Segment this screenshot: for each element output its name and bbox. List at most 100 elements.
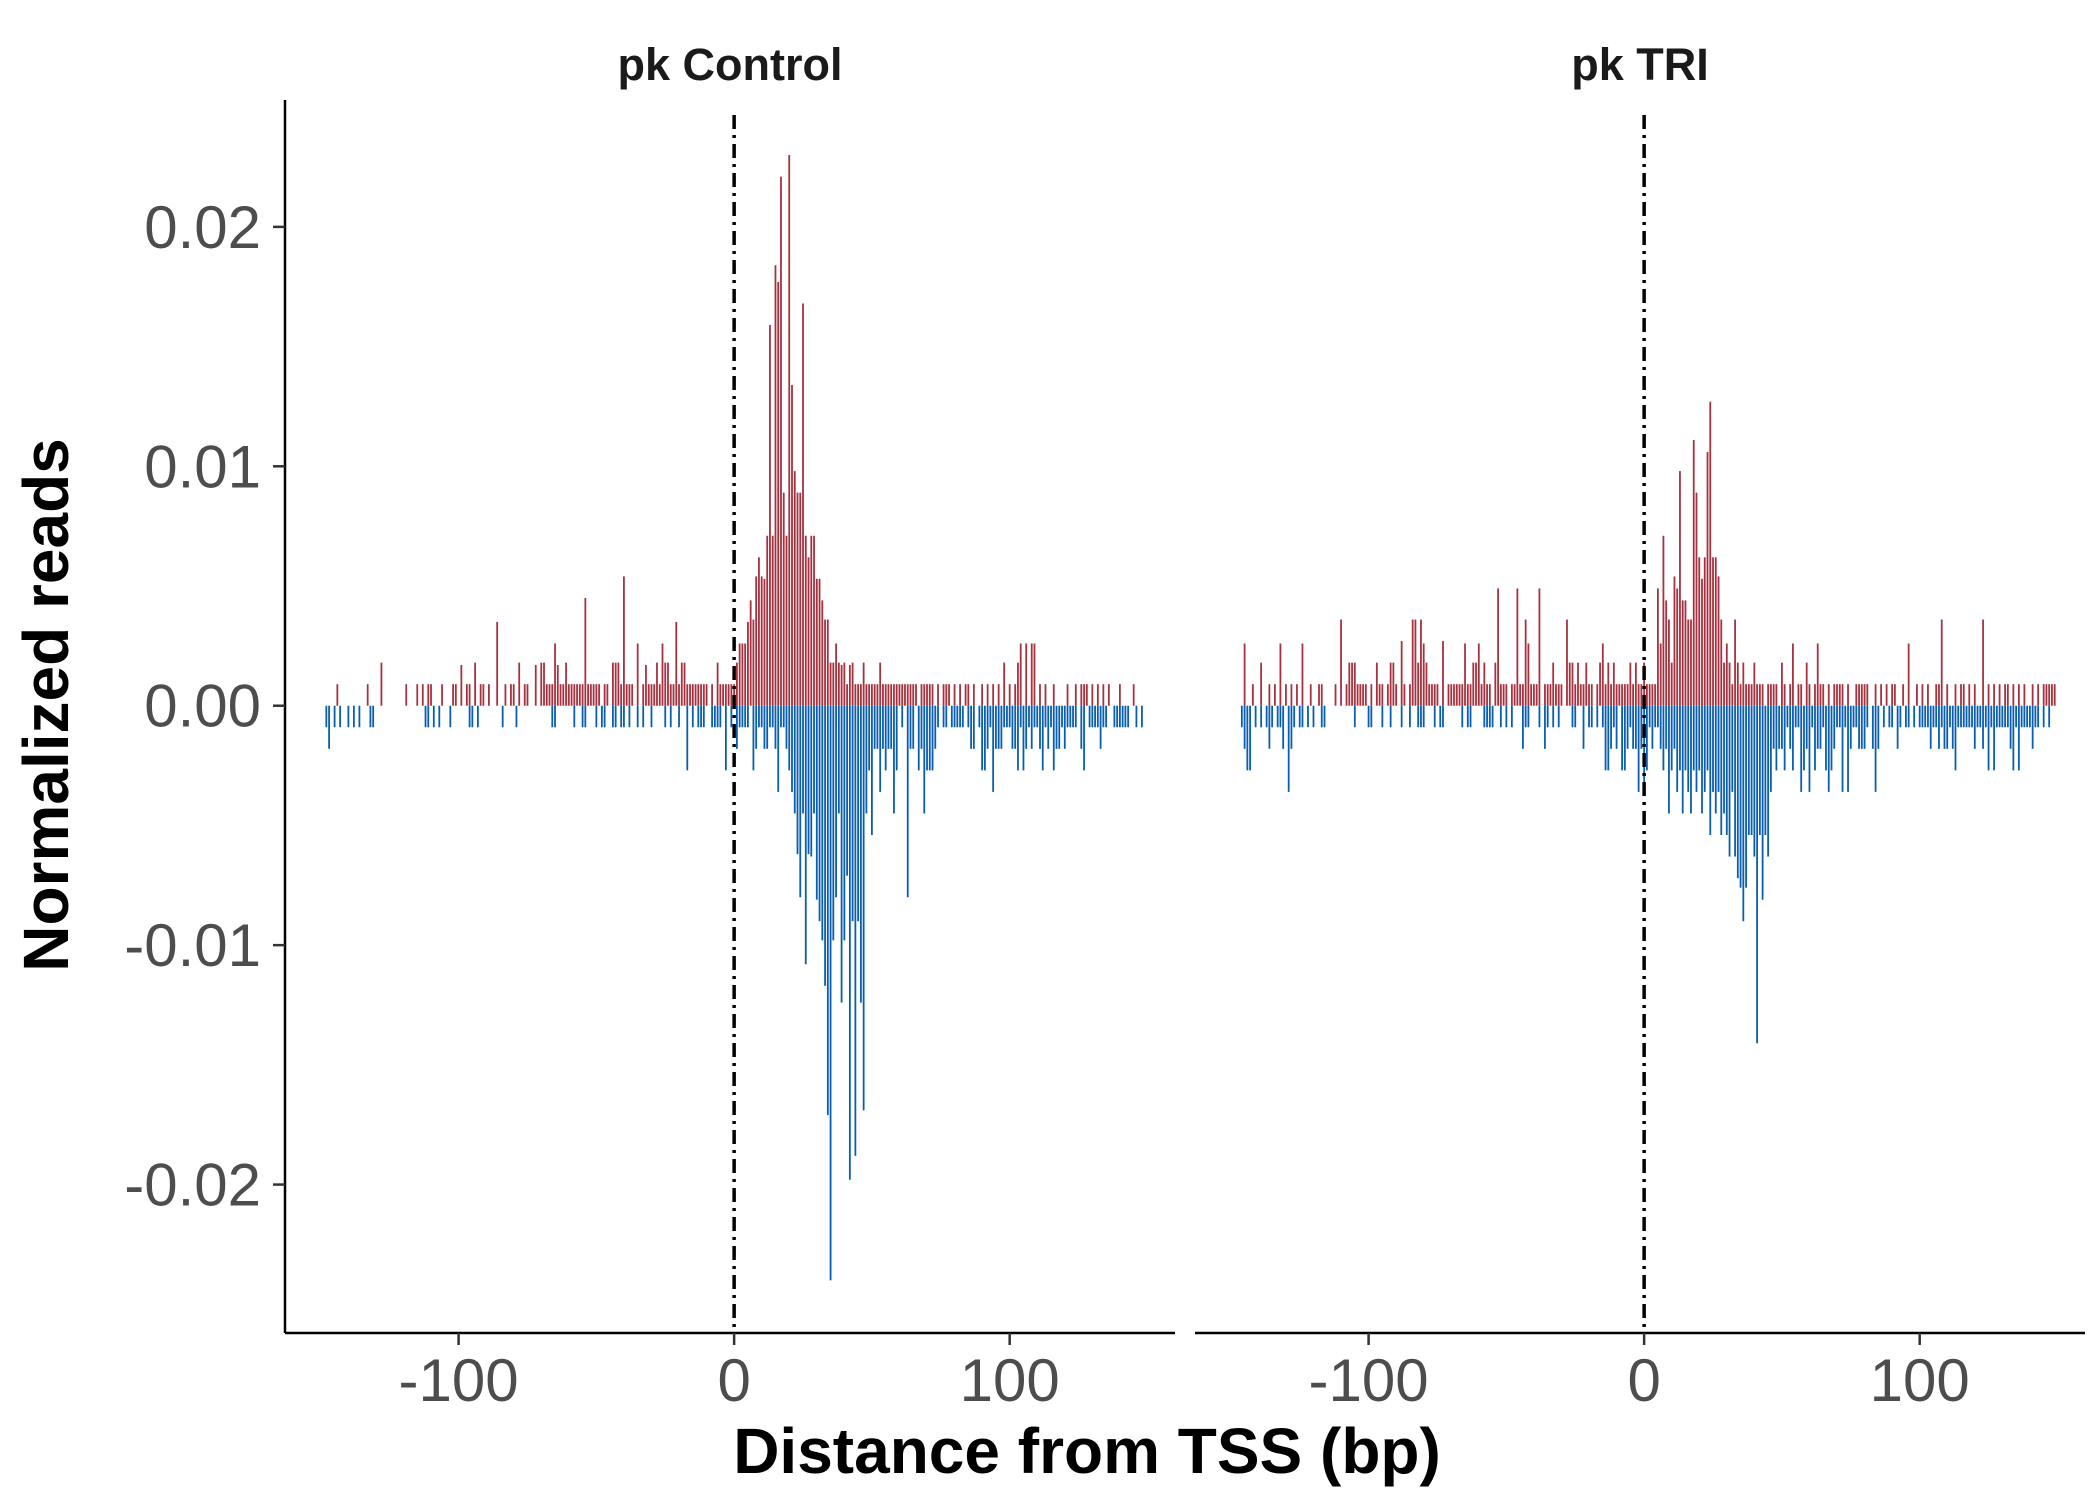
- bar-negative: [1706, 705, 1709, 771]
- bar-positive: [906, 684, 909, 706]
- bar-positive: [1599, 662, 1601, 706]
- bar-negative: [1645, 705, 1648, 771]
- bar-negative: [793, 705, 796, 814]
- bar-positive: [1841, 684, 1844, 706]
- bar-negative: [994, 705, 997, 749]
- bar-negative: [1626, 705, 1629, 749]
- bar-positive: [1588, 684, 1590, 706]
- bar-positive: [1769, 684, 1772, 706]
- bar-negative: [2031, 705, 2034, 749]
- bar-positive: [336, 684, 339, 706]
- bar-positive: [595, 684, 598, 706]
- bar-positive: [1431, 684, 1433, 706]
- bar-negative: [1422, 705, 1425, 728]
- bar-negative: [1538, 705, 1541, 728]
- bar-negative: [876, 705, 879, 749]
- bar-negative: [1712, 705, 1714, 792]
- bar-positive: [1458, 684, 1461, 706]
- bar-negative: [1063, 705, 1066, 749]
- bar-positive: [1318, 684, 1320, 706]
- bar-positive: [1516, 588, 1519, 706]
- bar-positive: [1014, 684, 1017, 706]
- bar-negative: [851, 705, 854, 922]
- bar-negative: [1276, 705, 1279, 728]
- bar-positive: [807, 557, 810, 706]
- bar-negative: [1913, 705, 1916, 728]
- bar-positive: [1659, 643, 1662, 706]
- bar-positive: [1019, 643, 1022, 706]
- bar-positive: [972, 684, 975, 706]
- bar-positive: [1604, 684, 1607, 706]
- bar-negative: [2017, 705, 2020, 771]
- bar-positive: [1560, 684, 1563, 706]
- bar-negative: [1800, 705, 1803, 792]
- bar-positive: [1381, 684, 1384, 706]
- bar-negative: [713, 705, 716, 728]
- bar-positive: [1403, 684, 1406, 706]
- bar-positive: [1285, 684, 1287, 706]
- bar-negative: [1753, 705, 1756, 857]
- bar-negative: [782, 705, 785, 728]
- bar-positive: [1025, 643, 1028, 706]
- bar-negative: [1096, 705, 1099, 728]
- bar-negative: [1307, 705, 1309, 728]
- bar-negative: [501, 705, 504, 728]
- bar-negative: [711, 705, 713, 728]
- bar-negative: [702, 705, 705, 728]
- bar-negative: [1943, 705, 1946, 749]
- bar-negative: [997, 705, 1000, 749]
- y-tick-label: 0.02: [144, 194, 261, 261]
- bar-negative: [1860, 705, 1863, 749]
- bar-positive: [2004, 684, 2006, 706]
- bar-positive: [543, 662, 545, 706]
- bar-negative: [339, 705, 342, 728]
- bar-negative: [1240, 705, 1243, 728]
- bar-positive: [1731, 684, 1734, 706]
- bar-negative: [1047, 705, 1050, 749]
- bar-positive: [1527, 643, 1530, 706]
- bar-negative: [882, 705, 884, 749]
- bar-negative: [1011, 705, 1014, 749]
- bar-positive: [1651, 684, 1654, 706]
- bar-positive: [1618, 684, 1621, 706]
- bar-positive: [584, 597, 587, 706]
- bar-positive: [826, 619, 829, 706]
- bar-negative: [1629, 705, 1632, 728]
- bar-positive: [1505, 684, 1508, 706]
- bar-positive: [1091, 684, 1094, 706]
- bar-negative: [2001, 705, 2004, 728]
- bar-positive: [664, 662, 667, 706]
- bar-negative: [1965, 705, 1968, 728]
- bar-negative: [1640, 705, 1643, 749]
- bar-positive: [788, 155, 791, 706]
- bar-negative: [2042, 705, 2045, 728]
- bar-negative: [2026, 705, 2029, 728]
- bar-positive: [1488, 684, 1491, 706]
- bar-negative: [1896, 705, 1899, 749]
- bar-negative: [1833, 705, 1836, 749]
- bar-positive: [1549, 684, 1552, 706]
- bar-positive: [1502, 684, 1505, 706]
- bar-negative: [628, 705, 631, 728]
- bar-positive: [1568, 662, 1571, 706]
- bar-positive: [617, 662, 620, 706]
- bar-negative: [1863, 705, 1866, 749]
- bar-positive: [948, 684, 950, 706]
- bar-negative: [1113, 705, 1116, 728]
- bar-positive: [1640, 684, 1643, 706]
- bar-negative: [1066, 705, 1069, 728]
- bar-positive: [1797, 684, 1800, 706]
- x-tick-label: 100: [960, 1347, 1060, 1414]
- bar-negative: [1491, 705, 1494, 728]
- bar-positive: [603, 684, 606, 706]
- bar-positive: [1461, 684, 1464, 706]
- bar-positive: [1472, 662, 1475, 706]
- bar-positive: [1982, 619, 1984, 706]
- bar-positive: [1334, 684, 1337, 706]
- bar-positive: [1596, 684, 1599, 706]
- bar-negative: [1783, 705, 1786, 771]
- bar-negative: [1932, 705, 1935, 728]
- bar-positive: [904, 684, 906, 706]
- bar-negative: [650, 705, 653, 728]
- bar-positive: [1772, 684, 1775, 706]
